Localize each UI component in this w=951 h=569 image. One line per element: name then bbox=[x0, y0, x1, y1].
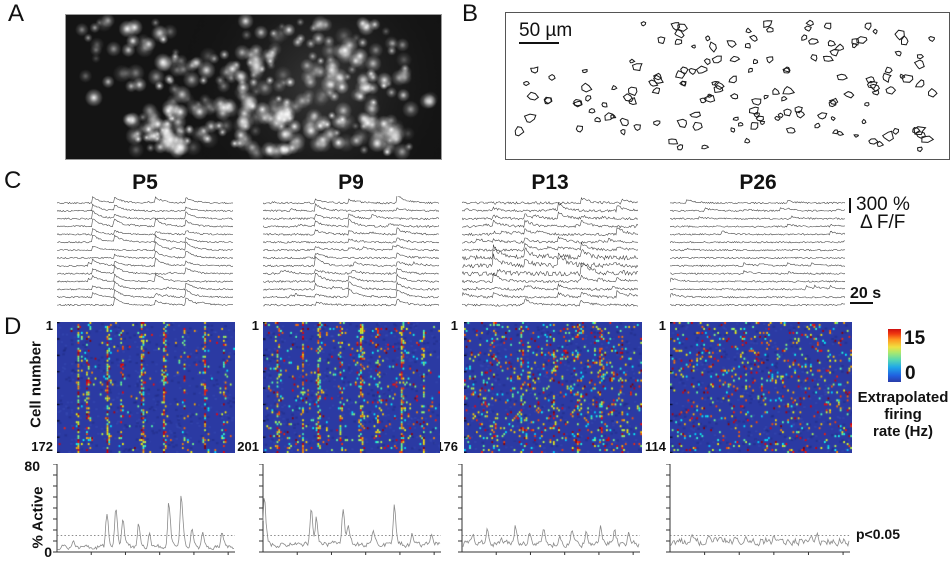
panel-d-label: D bbox=[4, 313, 22, 340]
active-axis-min: 0 bbox=[44, 544, 52, 560]
cell-number-axis-label: Cell number bbox=[27, 341, 45, 428]
significance-label: p<0.05 bbox=[856, 526, 900, 542]
raster2-bottom-cell: 201 bbox=[237, 439, 259, 454]
active-axis-max: 80 bbox=[24, 458, 40, 474]
raster1-top-cell: 1 bbox=[45, 318, 53, 333]
time-scale-label: 20 s bbox=[850, 285, 882, 302]
age-title-p13: P13 bbox=[531, 171, 569, 194]
raster4-top-cell: 1 bbox=[658, 318, 666, 333]
panel-a-fluorescence-image bbox=[65, 14, 442, 160]
panel-b-cell-outline-map bbox=[505, 12, 950, 160]
raster4-bottom-cell: 114 bbox=[645, 439, 666, 454]
percent-active-plot-p26 bbox=[666, 464, 850, 555]
raster2-top-cell: 1 bbox=[251, 318, 259, 333]
panel-a-label: A bbox=[8, 0, 25, 27]
amplitude-scalebar bbox=[849, 198, 852, 213]
raster3-top-cell: 1 bbox=[450, 318, 458, 333]
age-title-p26: P26 bbox=[739, 171, 777, 194]
traces-p5 bbox=[57, 196, 233, 307]
traces-p13 bbox=[462, 197, 638, 307]
amplitude-scale-value: 300 % bbox=[856, 194, 910, 215]
time-scalebar bbox=[850, 302, 873, 305]
panel-b-scalebar bbox=[519, 42, 559, 45]
percent-active-plot-p5 bbox=[53, 464, 235, 555]
colorbar-max: 15 bbox=[904, 328, 926, 349]
age-title-p5: P5 bbox=[132, 171, 158, 194]
raster-heatmap-p5 bbox=[57, 322, 235, 453]
colorbar bbox=[888, 329, 901, 382]
raster-heatmap-p13 bbox=[464, 322, 642, 453]
colorbar-min: 0 bbox=[905, 363, 916, 384]
traces-p9 bbox=[263, 196, 439, 307]
traces-p26 bbox=[670, 199, 845, 307]
panel-c-label: C bbox=[4, 167, 22, 194]
colorbar-title-line1: Extrapolated bbox=[857, 389, 949, 406]
percent-active-plot-p13 bbox=[458, 464, 640, 555]
raster-heatmap-p26 bbox=[670, 322, 852, 453]
amplitude-scale-unit: Δ F/F bbox=[860, 212, 906, 233]
age-title-p9: P9 bbox=[338, 171, 364, 194]
raster-heatmap-p9 bbox=[263, 322, 440, 453]
raster3-bottom-cell: 176 bbox=[436, 439, 458, 454]
percent-active-plot-p9 bbox=[259, 464, 441, 555]
active-axis-label: % Active bbox=[29, 486, 47, 549]
panel-b-label: B bbox=[462, 0, 479, 27]
panel-b-scalebar-label: 50 µm bbox=[519, 20, 573, 41]
colorbar-title-line2: firing bbox=[884, 406, 922, 423]
raster1-bottom-cell: 172 bbox=[31, 439, 53, 454]
colorbar-title-line3: rate (Hz) bbox=[872, 423, 933, 440]
